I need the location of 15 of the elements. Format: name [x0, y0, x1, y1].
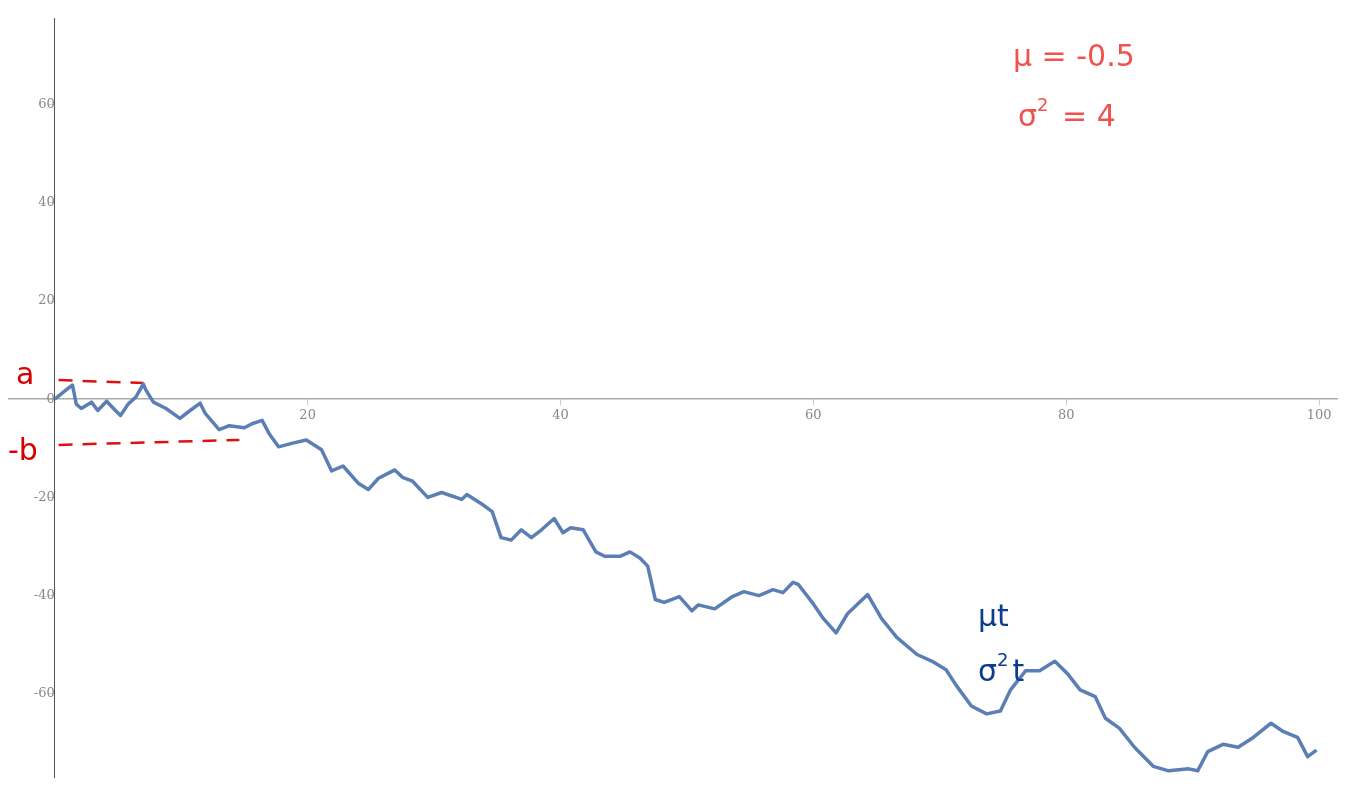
- x-tick-label: 100: [1306, 407, 1332, 423]
- y-tick-label: -40: [33, 586, 55, 602]
- y-tick-label: 40: [38, 194, 55, 210]
- annotation: μt: [978, 597, 1010, 633]
- y-tick-label: 60: [38, 96, 55, 112]
- annotation: -b: [8, 431, 38, 467]
- y-tick-label: -20: [33, 488, 55, 504]
- x-tick-label: 20: [299, 407, 316, 423]
- y-tick-label: 20: [38, 292, 55, 308]
- x-tick-label: 60: [805, 407, 822, 423]
- annotation: a: [16, 355, 35, 391]
- y-tick-label: -60: [33, 685, 55, 701]
- annotation: μ = -0.5: [1013, 37, 1135, 73]
- x-tick-label: 40: [552, 407, 569, 423]
- x-tick-label: 80: [1057, 407, 1075, 423]
